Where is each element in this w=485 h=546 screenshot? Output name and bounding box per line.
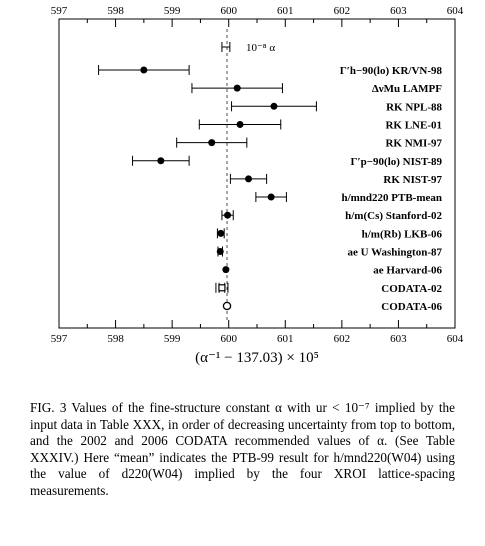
row-label: h/mnd220 PTB-mean: [341, 192, 442, 204]
x-tick-label-bottom: 604: [447, 333, 464, 345]
x-tick-label-bottom: 600: [220, 333, 237, 345]
data-point: [236, 120, 244, 128]
figure-caption: FIG. 3 Values of the fine-structure cons…: [30, 400, 455, 498]
x-tick-label-top: 600: [220, 5, 237, 17]
data-point: [222, 266, 230, 274]
data-point: [245, 175, 253, 183]
row-label: ΔνMu LAMPF: [372, 83, 442, 95]
data-point: [218, 284, 226, 292]
row-label: RK NMI-97: [385, 138, 442, 150]
row-label: CODATA-02: [381, 283, 442, 295]
row-label: h/m(Rb) LKB-06: [362, 228, 443, 240]
x-tick-label-top: 603: [390, 5, 407, 17]
x-tick-label-top: 601: [277, 5, 294, 17]
row-label: ae Harvard-06: [373, 265, 442, 277]
row-label: RK NIST-97: [383, 174, 442, 186]
data-point: [157, 157, 165, 165]
x-tick-label-top: 604: [447, 5, 464, 17]
data-point: [216, 248, 224, 255]
x-tick-label-bottom: 598: [107, 333, 124, 345]
x-tick-label-bottom: 597: [51, 333, 68, 345]
row-label: Γ′p−90(lo) NIST-89: [351, 156, 443, 168]
data-point: [233, 84, 241, 92]
row-label: RK LNE-01: [385, 119, 442, 131]
data-point: [217, 229, 225, 237]
data-point: [270, 102, 278, 110]
x-tick-label-bottom: 601: [277, 333, 294, 345]
row-label: CODATA-06: [381, 301, 442, 313]
data-point: [140, 66, 148, 74]
row-label: ae U Washington-87: [347, 247, 442, 259]
chart-figure: 597 597 598 598 599 599 600 600 601 601 602 602 603 6…: [51, 5, 464, 366]
data-point: [208, 139, 216, 147]
x-tick-label-bottom: 602: [334, 333, 351, 345]
x-tick-label-bottom: 603: [390, 333, 407, 345]
chart-svg: 597 597 598 598 599 599 600 600 601 601 602 602 603 6…: [51, 5, 464, 366]
x-tick-label-top: 598: [107, 5, 124, 17]
row-label: h/m(Cs) Stanford-02: [345, 210, 442, 222]
x-tick-label-top: 597: [51, 5, 68, 17]
scale-note: 10⁻⁸ α: [246, 42, 275, 54]
x-tick-label-top: 599: [164, 5, 181, 17]
data-point: [222, 301, 232, 311]
x-axis-title: (α⁻¹ − 137.03) × 10⁵: [195, 350, 319, 366]
row-label: Γ′h−90(lo) KR/VN-98: [340, 65, 443, 77]
x-tick-label-top: 602: [334, 5, 351, 17]
data-point: [224, 211, 232, 219]
row-label: RK NPL-88: [386, 101, 442, 113]
x-tick-label-bottom: 599: [164, 333, 181, 345]
data-point: [267, 193, 275, 201]
